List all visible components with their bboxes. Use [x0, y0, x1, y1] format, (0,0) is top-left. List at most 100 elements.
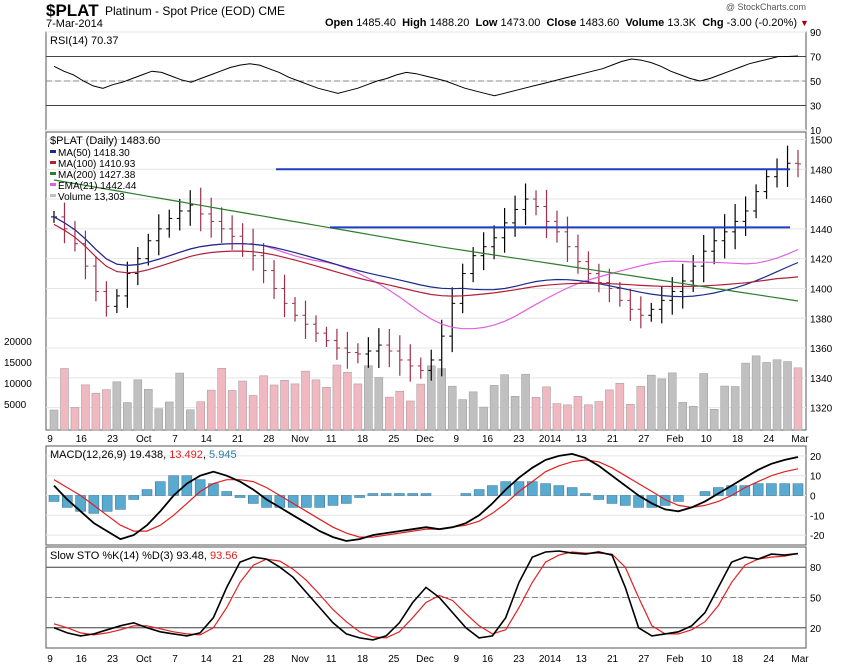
volume-bar [60, 368, 69, 431]
volume-bar [416, 383, 426, 431]
x-tick-label: 16 [482, 434, 494, 445]
rsi-y-tick-label: 10 [810, 126, 822, 137]
x-tick-label: 9 [47, 434, 53, 445]
volume-bar [772, 359, 782, 431]
volume-bar [123, 402, 132, 431]
macd-histogram-bar [566, 487, 578, 496]
x-tick-label-bottom: 13 [576, 654, 588, 665]
volume-bar [227, 390, 237, 431]
macd-histogram-bar [141, 489, 153, 496]
legend-swatch [50, 172, 56, 175]
x-tick-label: Oct [136, 434, 152, 445]
low-value: 1473.00 [500, 17, 541, 29]
macd-title-part: , [203, 449, 209, 461]
volume-bar [521, 373, 530, 431]
volume-bar [489, 385, 499, 431]
close-value: 1483.60 [579, 17, 620, 29]
x-tick-label: Nov [291, 434, 309, 445]
volume-bar [594, 401, 604, 431]
volume-bar [133, 379, 143, 431]
macd-histogram-bar [354, 495, 365, 498]
volume-bar [552, 403, 562, 431]
open-label: Open [325, 17, 354, 29]
volume-bar [185, 409, 195, 431]
x-tick-label: Feb [666, 434, 684, 445]
open-value: 1485.40 [356, 17, 396, 29]
x-tick-label: 18 [732, 434, 744, 445]
ma100-line [53, 223, 799, 297]
x-tick-label: 21 [607, 434, 619, 445]
rsi-title: RSI(14) 70.37 [50, 35, 118, 47]
legend-label: MA(100) 1410.93 [58, 159, 136, 170]
x-tick-label: Dec [416, 434, 434, 445]
x-tick-label-bottom: Oct [136, 654, 152, 665]
macd-histogram-bar [606, 495, 618, 504]
x-tick-label: 18 [357, 434, 369, 445]
x-tick-label: 28 [263, 434, 275, 445]
volume-bar [479, 406, 488, 431]
macd-y-tick-label: 20 [810, 452, 822, 463]
x-tick-label-bottom: Mar [791, 654, 809, 665]
rsi-y-tick-label: 70 [810, 53, 822, 64]
volume-bar [206, 389, 216, 431]
macd-histogram-bar [115, 495, 126, 510]
macd-histogram-bar [301, 495, 312, 508]
volume-bar [102, 389, 111, 431]
volume-bar [605, 389, 614, 431]
macd-histogram-bar [380, 493, 392, 496]
volume-bar [280, 380, 289, 431]
macd-title-part: MACD(12,26,9) [50, 449, 129, 461]
volume-bar [741, 362, 750, 431]
macd-y-tick-label: -10 [810, 511, 825, 522]
volume-bar [301, 370, 310, 431]
macd-histogram-bar [221, 491, 232, 496]
macd-histogram-bar [341, 495, 352, 504]
x-tick-label: 13 [576, 434, 588, 445]
macd-title-part: , [163, 449, 169, 461]
x-tick-label-bottom: 28 [263, 654, 275, 665]
high-label: High [402, 17, 427, 29]
x-tick-label: 23 [513, 434, 525, 445]
price-y-tick-label: 1380 [810, 314, 833, 325]
legend-swatch [50, 150, 56, 153]
x-tick-label-bottom: 2014 [539, 654, 562, 665]
volume-bar [447, 385, 457, 431]
price-y-tick-label: 1440 [810, 225, 833, 236]
legend-label: EMA(21) 1442.44 [58, 181, 137, 192]
price-y-tick-label: 1420 [810, 255, 833, 266]
macd-histogram-bar [234, 495, 246, 498]
x-tick-label-bottom: 24 [763, 654, 775, 665]
volume-bar [709, 408, 719, 431]
volume-bar [175, 372, 184, 431]
x-tick-label-bottom: 9 [453, 654, 459, 665]
volume-bar [332, 364, 342, 431]
x-tick-label-bottom: 25 [388, 654, 400, 665]
macd-y-tick-label: 10 [810, 472, 822, 483]
volume-bar [668, 372, 677, 431]
volume-bar [510, 396, 520, 431]
high-value: 1488.20 [429, 17, 470, 29]
x-tick-label: 2014 [539, 434, 562, 445]
volume-bar [112, 381, 122, 431]
macd-histogram-bar [540, 483, 551, 496]
volume-bar [531, 397, 541, 431]
price-y-tick-label: 1500 [810, 135, 833, 146]
volume-bar [751, 355, 761, 431]
volume-bar [385, 396, 394, 431]
macd-histogram-bar [460, 493, 472, 496]
volume-bar [437, 368, 446, 431]
price-title: $PLAT (Daily) 1483.60 [50, 135, 160, 147]
rsi-y-tick-label: 90 [810, 28, 822, 39]
volume-bar [269, 384, 279, 431]
volume-bar [500, 374, 509, 431]
x-tick-label-bottom: 16 [76, 654, 88, 665]
volume-bar [762, 362, 771, 431]
macd-signal-line [53, 459, 799, 538]
macd-title: MACD(12,26,9) 19.438, 13.492, 5.945 [50, 449, 237, 461]
volume-bar [657, 378, 667, 431]
macd-histogram-bar [248, 495, 259, 504]
x-tick-label: 24 [763, 434, 775, 445]
rsi-series-line [53, 55, 799, 97]
volume-bar [678, 402, 687, 431]
